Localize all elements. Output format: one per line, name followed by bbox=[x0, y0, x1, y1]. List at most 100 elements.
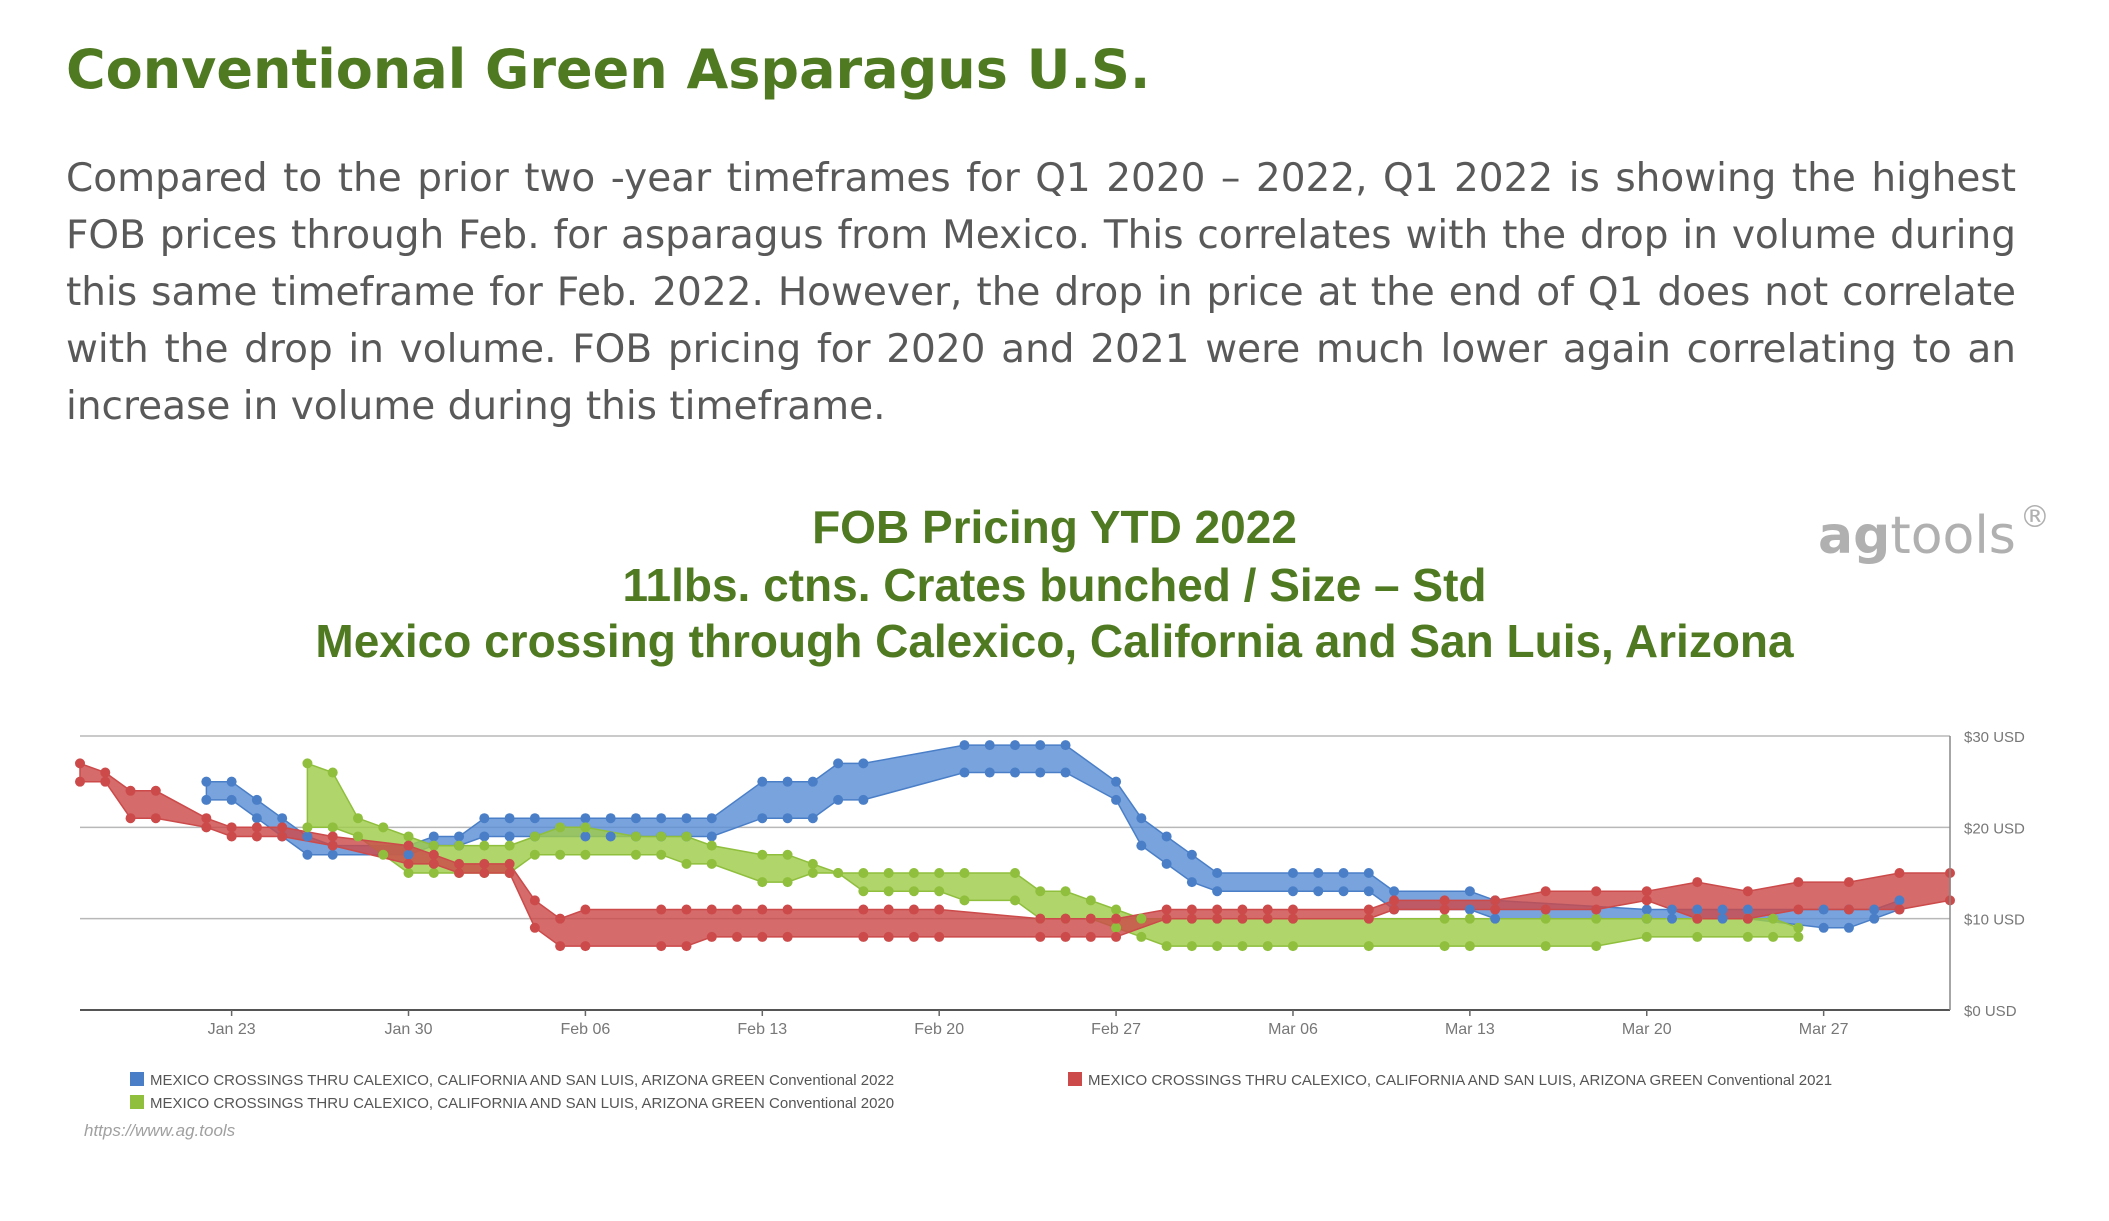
data-point-low bbox=[1742, 913, 1753, 924]
data-point-low bbox=[757, 813, 768, 824]
x-tick-label: Feb 20 bbox=[914, 1021, 964, 1038]
intro-paragraph: Compared to the prior two -year timefram… bbox=[66, 156, 2016, 429]
data-point-low bbox=[1186, 941, 1197, 952]
data-point-low bbox=[1313, 886, 1324, 897]
data-point-low bbox=[1843, 904, 1854, 915]
data-point-high bbox=[100, 767, 111, 778]
data-point-low bbox=[529, 849, 540, 860]
data-point-low bbox=[1035, 931, 1046, 942]
data-point-low bbox=[807, 813, 818, 824]
data-point-high bbox=[782, 776, 793, 787]
data-point-high bbox=[908, 904, 919, 915]
data-point-high bbox=[1161, 904, 1172, 915]
data-point-low bbox=[378, 849, 389, 860]
chart-title-line-2: 11lbs. ctns. Crates bunched / Size – Std bbox=[622, 559, 1487, 611]
data-point-high bbox=[858, 868, 869, 878]
data-point-low bbox=[883, 931, 894, 942]
data-point-low bbox=[833, 868, 844, 878]
data-point-low bbox=[1641, 931, 1652, 942]
data-point-low bbox=[1540, 941, 1551, 952]
data-point-high bbox=[959, 868, 970, 878]
data-point-low bbox=[1464, 904, 1475, 915]
data-point-low bbox=[782, 931, 793, 942]
data-point-low bbox=[732, 931, 743, 942]
data-point-low bbox=[1060, 767, 1071, 778]
data-point-high bbox=[1060, 913, 1071, 924]
data-point-high bbox=[580, 822, 591, 833]
data-point-high bbox=[1641, 904, 1652, 915]
data-point-low bbox=[959, 767, 970, 778]
data-point-high bbox=[757, 904, 768, 915]
data-point-low bbox=[1869, 913, 1880, 924]
data-point-low bbox=[1793, 931, 1804, 942]
data-point-high bbox=[479, 858, 490, 869]
data-point-low bbox=[226, 794, 237, 805]
series-points-1 bbox=[75, 758, 1955, 952]
data-point-low bbox=[1262, 913, 1273, 924]
data-point-high bbox=[1540, 913, 1551, 924]
data-point-low bbox=[1742, 931, 1753, 942]
data-point-low bbox=[681, 858, 692, 869]
x-tick-label: Mar 20 bbox=[1622, 1021, 1672, 1038]
source-url[interactable]: https://www.ag.tools bbox=[84, 1121, 236, 1140]
y-tick-label: $30 USD bbox=[1964, 729, 2025, 746]
data-point-high bbox=[883, 868, 894, 878]
data-point-high bbox=[150, 785, 161, 796]
data-point-high bbox=[1869, 904, 1880, 915]
data-point-high bbox=[1085, 913, 1096, 924]
data-point-high bbox=[883, 904, 894, 915]
data-point-high bbox=[1111, 904, 1122, 915]
data-point-high bbox=[302, 831, 313, 842]
data-point-low bbox=[1161, 858, 1172, 869]
data-point-high bbox=[226, 776, 237, 787]
data-point-low bbox=[1111, 931, 1122, 942]
chart-title-line-1: FOB Pricing YTD 2022 bbox=[812, 501, 1297, 553]
data-point-low bbox=[125, 813, 136, 824]
data-point-low bbox=[908, 886, 919, 897]
x-tick-label: Jan 23 bbox=[208, 1021, 256, 1038]
data-point-high bbox=[807, 776, 818, 787]
data-point-low bbox=[479, 831, 490, 842]
data-point-high bbox=[1060, 886, 1071, 897]
x-tick-label: Mar 06 bbox=[1268, 1021, 1318, 1038]
series-points-0 bbox=[201, 740, 1905, 933]
data-point-low bbox=[1237, 941, 1248, 952]
data-point-high bbox=[479, 840, 490, 851]
data-point-low bbox=[1136, 840, 1147, 851]
data-point-low bbox=[858, 794, 869, 805]
data-point-low bbox=[1186, 877, 1197, 888]
x-tick-label: Mar 27 bbox=[1799, 1021, 1849, 1038]
data-point-low bbox=[580, 849, 591, 860]
data-point-high bbox=[1035, 913, 1046, 924]
data-point-low bbox=[782, 813, 793, 824]
data-point-low bbox=[454, 868, 465, 878]
data-point-low bbox=[1212, 886, 1223, 897]
legend-swatch bbox=[1068, 1072, 1082, 1086]
data-point-low bbox=[1161, 941, 1172, 952]
legend-label: MEXICO CROSSINGS THRU CALEXICO, CALIFORN… bbox=[150, 1095, 894, 1112]
data-point-high bbox=[681, 904, 692, 915]
data-point-high bbox=[706, 813, 717, 824]
data-point-high bbox=[125, 785, 136, 796]
data-point-low bbox=[681, 941, 692, 952]
data-point-high bbox=[1793, 877, 1804, 888]
data-point-high bbox=[1111, 913, 1122, 924]
legend-label: MEXICO CROSSINGS THRU CALEXICO, CALIFORN… bbox=[150, 1072, 894, 1089]
data-point-high bbox=[1692, 877, 1703, 888]
data-point-low bbox=[277, 831, 288, 842]
data-point-high bbox=[428, 849, 439, 860]
data-point-low bbox=[858, 886, 869, 897]
y-tick-label: $0 USD bbox=[1964, 1003, 2017, 1020]
data-point-high bbox=[403, 831, 414, 842]
data-point-low bbox=[1186, 913, 1197, 924]
data-point-low bbox=[1111, 794, 1122, 805]
data-point-high bbox=[504, 858, 515, 869]
chart-series-points bbox=[75, 740, 1955, 952]
data-point-high bbox=[934, 868, 945, 878]
data-point-low bbox=[100, 776, 111, 787]
data-point-low bbox=[1591, 904, 1602, 915]
data-point-low bbox=[630, 849, 641, 860]
data-point-low bbox=[1287, 886, 1298, 897]
data-point-low bbox=[1793, 904, 1804, 915]
data-point-low bbox=[428, 868, 439, 878]
